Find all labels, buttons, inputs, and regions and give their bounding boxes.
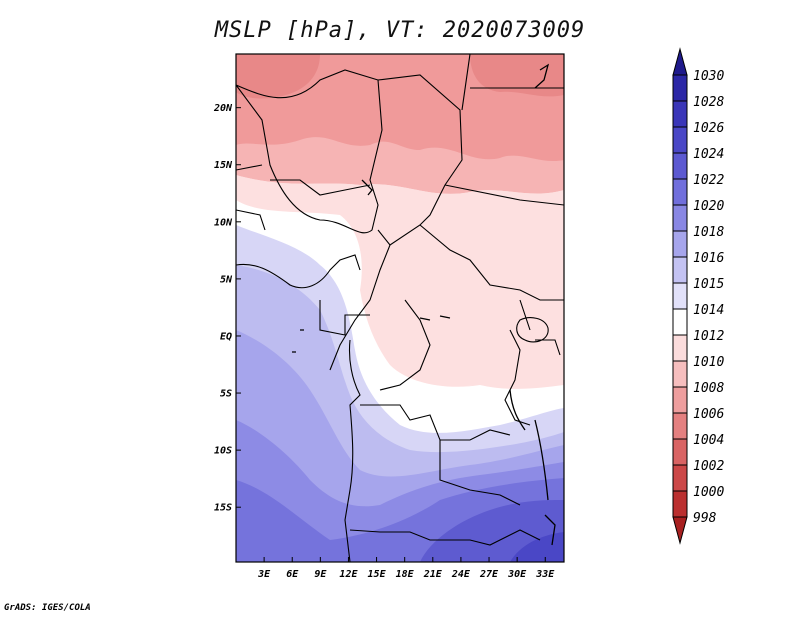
colorbar-segment: [672, 282, 688, 310]
lat-tick-label: 20N: [213, 103, 233, 114]
lake-outline: [516, 317, 549, 343]
colorbar-label: 1008: [693, 381, 724, 396]
latitude-axis: 20N 15N 10N 5N EQ 5S 10S 15S: [213, 103, 241, 514]
colorbar-segment: [672, 464, 688, 492]
colorbar-label: 1002: [693, 459, 724, 474]
colorbar-segment: [672, 256, 688, 284]
colorbar-label: 1014: [693, 303, 724, 318]
colorbar-label: 1028: [693, 95, 724, 110]
colorbar-label: 1022: [693, 173, 724, 188]
lat-tick-label: 15N: [214, 160, 233, 171]
pressure-field: [236, 54, 564, 562]
colorbar-top-arrow: [672, 47, 688, 76]
colorbar-label: 1000: [693, 485, 724, 500]
colorbar-bottom-arrow: [672, 516, 688, 545]
lon-tick-label: 24E: [451, 569, 471, 580]
colorbar-segment: [672, 386, 688, 414]
lon-tick-label: 21E: [423, 569, 443, 580]
colorbar-label: 1020: [693, 199, 724, 214]
colorbar-label: 1016: [693, 251, 724, 266]
colorbar-segment: [672, 204, 688, 232]
field-low-nw: [236, 54, 320, 99]
colorbar-label: 1018: [693, 225, 724, 240]
colorbar-segment: [672, 360, 688, 388]
colorbar: 1030 1028 1026 1024 1022 1020 1018 1016 1015 1014…: [672, 47, 724, 545]
lat-tick-label: 5N: [220, 274, 233, 285]
colorbar-label: 1026: [693, 121, 724, 136]
map-frame: [235, 53, 565, 563]
colorbar-segment: [672, 100, 688, 128]
map-title: MSLP [hPa], VT: 2020073009: [214, 18, 586, 43]
lon-tick-label: 30E: [507, 569, 527, 580]
field-band-1028: [510, 532, 564, 562]
lat-tick-label: 10N: [214, 217, 233, 228]
lat-tick-label: 15S: [214, 503, 232, 514]
colorbar-label: 1012: [693, 329, 724, 344]
colorbar-segment: [672, 490, 688, 518]
colorbar-segment: [672, 126, 688, 154]
lat-tick-label: 10S: [214, 446, 232, 457]
field-band-1014: [236, 200, 564, 442]
colorbar-label: 1030: [693, 69, 724, 84]
colorbar-segment: [672, 334, 688, 362]
colorbar-segment: [672, 230, 688, 258]
grads-credit: GrADS: IGES/COLA: [4, 603, 91, 613]
lon-tick-label: 27E: [479, 569, 499, 580]
lon-tick-label: 12E: [339, 569, 358, 580]
colorbar-label: 1010: [693, 355, 724, 370]
lon-tick-label: 9E: [314, 569, 327, 580]
lon-tick-label: 3E: [257, 569, 271, 580]
colorbar-label: 998: [693, 511, 717, 526]
colorbar-segment: [672, 412, 688, 440]
field-low-ne: [470, 54, 564, 97]
colorbar-label: 1015: [693, 277, 724, 292]
lat-tick-label: EQ: [220, 331, 232, 342]
lat-tick-label: 5S: [220, 389, 232, 400]
colorbar-label: 1004: [693, 433, 724, 448]
colorbar-label: 1006: [693, 407, 724, 422]
lon-tick-label: 6E: [286, 569, 299, 580]
longitude-axis: 3E 6E 9E 12E 15E 18E 21E 24E 27E 30E 33E: [257, 557, 555, 580]
lon-tick-label: 15E: [368, 569, 387, 580]
colorbar-segment: [672, 438, 688, 466]
colorbar-segment: [672, 152, 688, 180]
lon-tick-label: 33E: [535, 569, 555, 580]
colorbar-segment: [672, 308, 688, 336]
lon-tick-label: 18E: [396, 569, 415, 580]
colorbar-segment: [672, 178, 688, 206]
country-borders: [236, 54, 564, 562]
colorbar-label: 1024: [693, 147, 724, 162]
colorbar-segment: [672, 74, 688, 102]
